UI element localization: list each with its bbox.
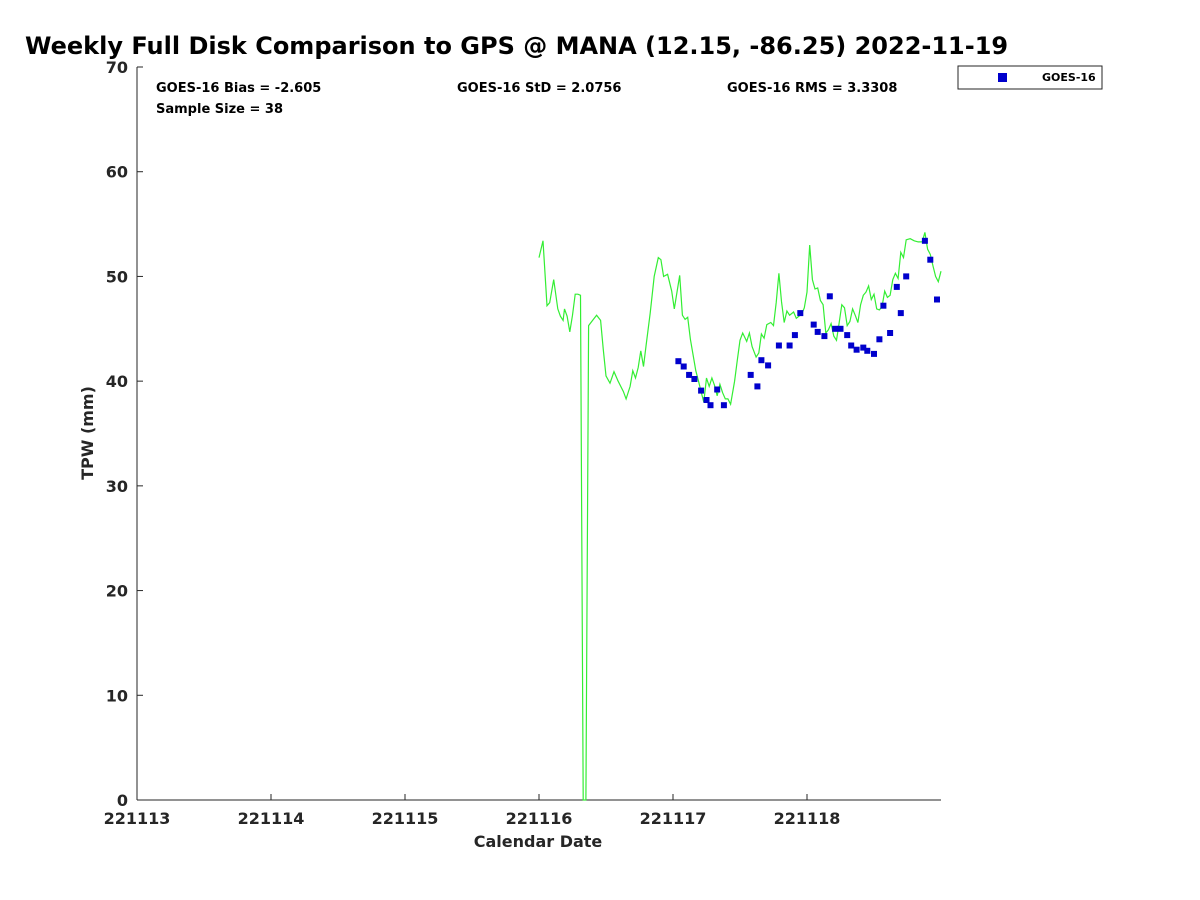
bias-annotation: GOES-16 Bias = -2.605 — [156, 81, 321, 96]
goes16-point — [765, 362, 772, 369]
goes16-point — [880, 302, 887, 309]
goes16-point — [860, 344, 867, 351]
goes16-point — [876, 336, 883, 343]
goes16-point — [832, 325, 839, 332]
goes16-point — [903, 273, 910, 280]
y-tick-label: 20 — [106, 582, 128, 601]
goes16-point — [921, 237, 928, 244]
legend-marker-goes16 — [998, 73, 1007, 82]
goes16-point — [810, 321, 817, 328]
legend: GOES-16 — [957, 65, 1103, 90]
goes16-point — [897, 310, 904, 317]
goes16-point — [786, 342, 793, 349]
std-annotation: GOES-16 StD = 2.0756 — [457, 81, 621, 96]
y-tick-label: 60 — [106, 163, 128, 182]
goes16-point — [675, 358, 682, 365]
goes16-point — [934, 296, 940, 303]
y-tick-label: 50 — [106, 267, 128, 286]
y-ticks: 0 10 20 30 40 50 60 70 — [106, 58, 143, 810]
goes16-point — [837, 325, 844, 332]
x-tick-label: 221118 — [774, 809, 841, 828]
goes16-point — [871, 350, 877, 357]
goes16-point — [707, 402, 714, 409]
goes16-point — [927, 256, 934, 263]
x-ticks: 221113 221114 221115 221116 221117 221118 — [104, 794, 841, 828]
goes16-point — [814, 328, 821, 335]
goes16-point — [844, 332, 851, 339]
goes16-point — [893, 283, 900, 290]
x-tick-label: 221113 — [104, 809, 171, 828]
chart-title: Weekly Full Disk Comparison to GPS @ MAN… — [25, 32, 1008, 60]
goes16-point — [826, 293, 833, 300]
goes16-point — [821, 333, 828, 340]
x-tick-label: 221115 — [372, 809, 439, 828]
legend-box — [957, 65, 1103, 90]
x-tick-label: 221116 — [506, 809, 573, 828]
sample-size-annotation: Sample Size = 38 — [156, 102, 283, 117]
goes16-point — [714, 386, 721, 393]
goes16-point — [864, 347, 871, 354]
goes16-point — [680, 363, 687, 370]
y-axis-label: TPW (mm) — [78, 386, 97, 480]
rms-annotation: GOES-16 RMS = 3.3308 — [727, 81, 897, 96]
goes16-point-layer — [675, 237, 940, 409]
y-tick-label: 40 — [106, 372, 128, 391]
goes16-point — [887, 330, 894, 336]
goes16-point — [791, 332, 798, 339]
gps-line-layer — [538, 232, 942, 801]
goes16-point — [747, 371, 754, 378]
y-tick-label: 10 — [106, 686, 128, 705]
goes16-point — [754, 383, 761, 390]
goes16-point — [691, 376, 698, 382]
goes16-point — [703, 397, 710, 403]
goes16-point — [686, 371, 693, 378]
goes16-point — [848, 342, 855, 349]
y-tick-label: 30 — [106, 477, 128, 496]
goes16-point — [720, 402, 727, 409]
goes16-point — [853, 346, 860, 353]
x-axis-label: Calendar Date — [474, 832, 603, 851]
goes16-point — [775, 342, 782, 349]
y-tick-label: 70 — [106, 58, 128, 77]
y-tick-label: 0 — [117, 791, 128, 810]
gps-series-line — [538, 232, 942, 801]
goes16-point — [797, 310, 804, 317]
goes16-point — [698, 387, 705, 394]
x-tick-label: 221117 — [640, 809, 707, 828]
legend-label-goes16: GOES-16 — [1042, 71, 1096, 84]
goes16-point — [758, 357, 765, 364]
x-tick-label: 221114 — [238, 809, 305, 828]
